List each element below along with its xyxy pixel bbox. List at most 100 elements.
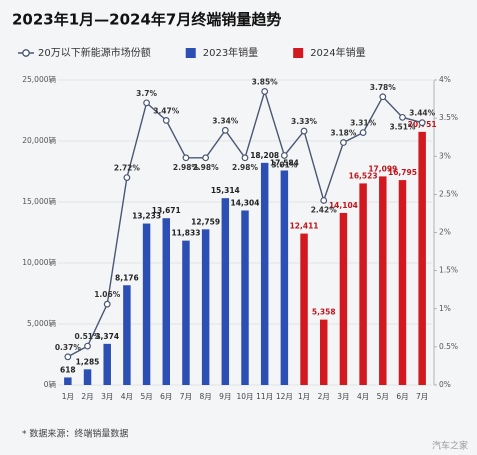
line-marker	[379, 93, 387, 101]
x-tick-label: 5月	[140, 392, 152, 401]
bar	[418, 131, 426, 385]
bar	[162, 218, 171, 385]
legend-marker	[22, 49, 30, 57]
line-marker	[64, 353, 72, 361]
bar	[339, 212, 348, 385]
line-marker	[300, 127, 308, 135]
line-marker	[320, 197, 328, 204]
line-marker	[221, 126, 229, 134]
line-value-label: 3.44%	[409, 109, 436, 118]
bar-value-label: 16,523	[349, 171, 378, 180]
line-value-label: 0.37%	[55, 343, 82, 352]
y-tick-label: 25,000辆	[22, 74, 56, 84]
line-marker	[280, 152, 288, 159]
bar	[260, 162, 269, 385]
x-tick-label: 8月	[199, 392, 211, 401]
y2-tick-label: 3.5%	[439, 113, 458, 122]
line-marker	[418, 119, 426, 127]
y-tick-label: 0辆	[44, 379, 57, 389]
x-tick-label: 7月	[416, 392, 428, 401]
line-marker	[202, 154, 210, 162]
line-value-label: 2.98%	[173, 163, 200, 172]
legend-swatch	[185, 48, 196, 58]
bar-value-label: 11,833	[171, 229, 200, 238]
line-value-label: 2.72%	[114, 164, 141, 173]
bar-value-label: 13,671	[152, 206, 181, 215]
line-value-label: 3.18%	[330, 129, 357, 138]
line-value-label: 2.98%	[193, 163, 220, 172]
y-tick-label: 20,000辆	[22, 135, 56, 145]
line-marker	[340, 139, 347, 146]
legend-label: 20万以下新能源市场份额	[38, 46, 151, 59]
bar	[64, 377, 72, 385]
chart-title: 2023年1月—2024年7月终端销量趋势	[12, 11, 281, 29]
legend-label: 2023年销量	[203, 46, 258, 59]
x-tick-label: 1月	[62, 392, 74, 401]
x-tick-label: 3月	[101, 392, 113, 401]
y2-tick-label: 2%	[439, 228, 451, 237]
bar	[201, 229, 210, 385]
x-tick-label: 1月	[298, 392, 310, 401]
x-tick-label: 2月	[318, 392, 330, 401]
bar	[221, 198, 230, 385]
line-value-label: 3.31%	[350, 119, 377, 128]
line-marker	[162, 117, 170, 124]
y-tick-label: 10,000辆	[22, 257, 56, 267]
x-tick-label: 10月	[236, 392, 253, 401]
bar-value-label: 14,304	[231, 198, 260, 207]
bar-value-label: 12,759	[191, 217, 220, 226]
line-value-label: 3.7%	[136, 89, 157, 98]
line-value-label: 3.47%	[153, 106, 180, 115]
x-tick-label: 4月	[357, 392, 369, 401]
bar-value-label: 16,795	[388, 168, 417, 177]
line-marker	[103, 300, 111, 308]
bar	[123, 285, 131, 385]
x-tick-label: 9月	[219, 392, 231, 401]
y2-tick-label: 1%	[439, 304, 451, 313]
bar	[241, 210, 249, 385]
line-value-label: 3.01%	[271, 160, 298, 169]
x-tick-label: 4月	[121, 392, 133, 401]
y2-tick-label: 0.5%	[439, 342, 458, 351]
bar	[300, 233, 308, 385]
line-marker	[241, 154, 249, 162]
line-value-label: 3.34%	[212, 116, 239, 125]
bar-value-label: 17,584	[270, 158, 299, 167]
bar-value-label: 15,314	[211, 186, 240, 195]
legend-swatch	[293, 48, 304, 58]
bar	[359, 183, 367, 385]
bar-value-label: 17,099	[368, 164, 397, 173]
x-tick-label: 5月	[377, 392, 389, 401]
bar-value-label: 14,104	[329, 201, 358, 210]
line-marker	[123, 174, 131, 182]
y-tick-label: 15,000辆	[22, 196, 56, 206]
bar-value-label: 18,208	[250, 151, 279, 160]
x-tick-label: 11月	[256, 392, 273, 401]
x-tick-label: 12月	[276, 392, 293, 401]
bar	[142, 223, 151, 385]
x-tick-label: 6月	[160, 392, 172, 401]
line-marker	[143, 99, 150, 107]
bar-value-label: 5,358	[312, 308, 336, 317]
line-marker	[399, 113, 406, 121]
y2-tick-label: 0%	[439, 380, 451, 389]
line-value-label: 1.06%	[94, 290, 121, 299]
bar	[182, 240, 190, 385]
bar-value-label: 1,285	[76, 357, 100, 366]
bar-value-label: 618	[60, 365, 76, 374]
bar	[379, 176, 387, 385]
legend-label: 2024年销量	[310, 46, 365, 59]
x-tick-label: 7月	[180, 392, 192, 401]
y2-tick-label: 4%	[439, 75, 451, 84]
line-value-label: 2.42%	[311, 205, 338, 214]
bar	[319, 319, 328, 385]
line-value-label: 3.85%	[252, 77, 279, 86]
bar	[83, 369, 92, 385]
line-value-label: 3.33%	[291, 117, 318, 126]
line-value-label: 3.51%	[389, 122, 416, 131]
bar-value-label: 3,374	[95, 332, 119, 341]
line-value-label: 2.98%	[232, 163, 259, 172]
watermark: 汽车之家	[432, 440, 468, 452]
